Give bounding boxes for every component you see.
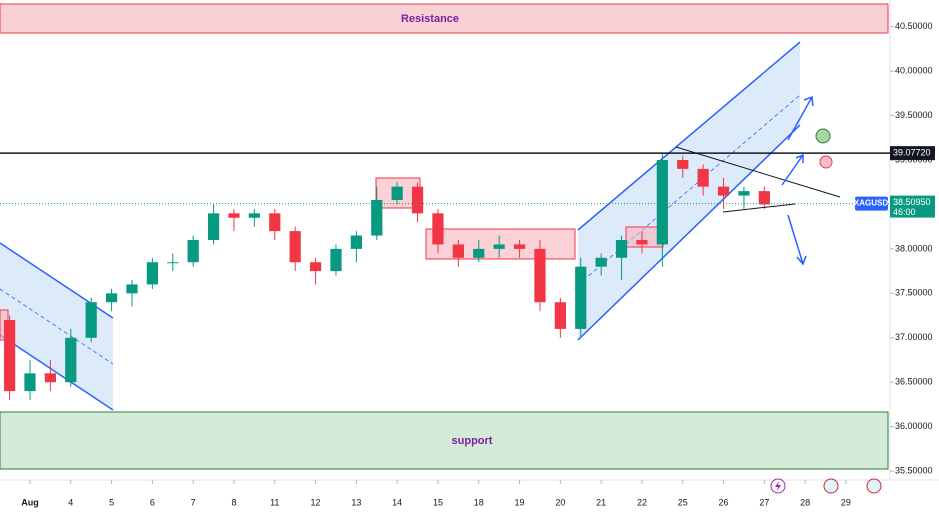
x-tick-label: 27	[759, 497, 769, 507]
channel-fill	[578, 42, 800, 340]
candle-body	[432, 213, 444, 245]
x-tick-label: 21	[596, 497, 606, 507]
event-icon[interactable]	[866, 478, 882, 494]
candle-body	[167, 262, 179, 264]
candle-body	[207, 213, 220, 240]
candle-body	[717, 186, 730, 196]
candle-body	[85, 302, 97, 338]
channel-fill	[0, 243, 113, 410]
x-tick-label: 29	[841, 497, 851, 507]
last-price-label: 38.50950	[893, 197, 931, 207]
support-zone	[0, 411, 889, 470]
resistance-label: Resistance	[401, 13, 459, 25]
candle-body	[758, 191, 770, 205]
resistance-zone	[0, 3, 889, 34]
x-tick-label: 8	[231, 497, 236, 507]
y-tick-label: 40.00000	[895, 65, 933, 75]
candle-body	[554, 302, 566, 329]
y-tick-label: 37.50000	[895, 288, 933, 298]
candle-body	[615, 240, 628, 258]
candle-body	[452, 244, 464, 258]
channel-line	[577, 124, 801, 341]
candle-body	[228, 213, 240, 218]
arrow-up	[787, 95, 814, 141]
candle-body	[636, 240, 648, 245]
candle-body	[65, 337, 77, 383]
y-tick-label: 36.00000	[895, 421, 933, 431]
event-icon-glyph	[775, 481, 781, 491]
candle-body	[575, 266, 587, 329]
candle-body	[248, 213, 260, 218]
candle-body	[595, 257, 607, 267]
candle-body	[738, 191, 750, 196]
x-tick-label: 15	[433, 497, 443, 507]
channel-midline	[0, 288, 114, 365]
candle-body	[473, 248, 485, 258]
y-tick-label: 38.00000	[895, 243, 933, 253]
candle-body	[411, 186, 424, 214]
x-tick-label: 25	[678, 497, 688, 507]
candle-body	[24, 373, 36, 392]
triangle-line	[722, 203, 796, 213]
candle-body	[146, 262, 158, 285]
candle-body	[187, 240, 199, 263]
y-tick-label: 35.50000	[895, 465, 933, 475]
x-tick-label: 7	[191, 497, 196, 507]
candle-body	[330, 248, 342, 272]
y-tick-label: 40.50000	[895, 21, 933, 31]
candle-body	[44, 373, 56, 383]
candle-body	[656, 160, 668, 245]
target-marker	[815, 128, 831, 144]
x-tick-label: 12	[311, 497, 321, 507]
arrow-up	[781, 153, 804, 186]
candle-body	[3, 320, 16, 392]
candle-body	[350, 235, 362, 249]
range-box	[425, 228, 576, 260]
stop-marker	[819, 155, 833, 169]
candle-body	[126, 284, 138, 294]
symbol-tag	[855, 196, 888, 211]
candle-body	[371, 200, 383, 236]
triangle-line	[675, 146, 841, 198]
candle-body	[493, 244, 505, 249]
x-tick-label: Aug	[21, 497, 39, 507]
candle-body	[513, 244, 526, 249]
y-tick-label: 36.50000	[895, 377, 933, 387]
candle-body	[534, 248, 546, 303]
x-tick-label: 22	[637, 497, 647, 507]
x-tick-label: 5	[109, 497, 114, 507]
x-tick-label: 19	[515, 497, 525, 507]
x-tick-label: 28	[800, 497, 810, 507]
last-price-tag	[890, 195, 935, 218]
y-tick-label: 39.50000	[895, 110, 933, 120]
event-icon[interactable]	[823, 478, 839, 494]
y-tick-label: 37.00000	[895, 332, 933, 342]
candle-body	[105, 293, 118, 303]
x-tick-label: 6	[150, 497, 155, 507]
price-line-label: 39.07720	[893, 148, 931, 158]
x-tick-label: 26	[719, 497, 729, 507]
x-tick-label: 14	[392, 497, 402, 507]
x-tick-label: 18	[474, 497, 484, 507]
countdown-label: 46:00	[893, 207, 916, 217]
price-line-tag	[890, 146, 935, 161]
x-tick-label: 13	[351, 497, 361, 507]
channel-line	[0, 334, 114, 411]
arrow-down	[787, 214, 807, 266]
x-tick-label: 11	[270, 497, 279, 507]
symbol-label: XAGUSD	[854, 199, 888, 208]
candle-body	[677, 160, 689, 169]
candle-body	[309, 262, 322, 272]
candle-body	[697, 168, 709, 187]
channel-line	[577, 41, 801, 231]
projection-arrows	[781, 95, 814, 266]
candle-body	[289, 231, 301, 263]
x-tick-label: 20	[555, 497, 565, 507]
support-label: support	[452, 435, 493, 447]
candle-body	[391, 186, 403, 200]
candle-body	[269, 213, 281, 232]
x-tick-label: 4	[68, 497, 73, 507]
